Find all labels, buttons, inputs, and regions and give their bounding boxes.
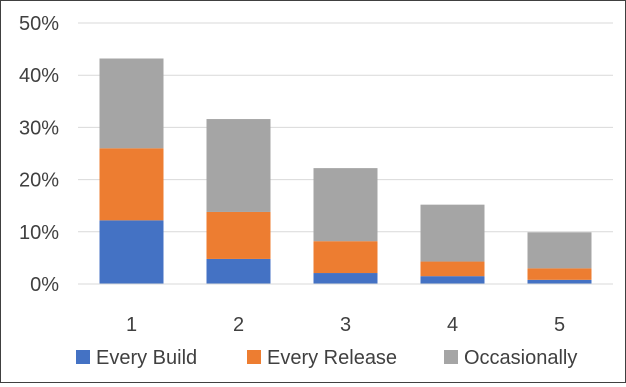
y-tick-label: 30% bbox=[19, 117, 59, 139]
legend-label: Every Release bbox=[267, 347, 397, 369]
bar-segment-occasionally bbox=[99, 58, 164, 149]
bar-segment-occasionally bbox=[527, 232, 592, 269]
y-tick-label: 40% bbox=[19, 65, 59, 87]
bar-segment-every-build bbox=[206, 258, 271, 284]
axes: 0% 10% 20% 30% 40% 50% 1 2 3 4 5 bbox=[19, 13, 613, 336]
y-tick-label: 0% bbox=[30, 274, 59, 296]
bar-segment-every-release bbox=[527, 268, 592, 280]
legend-swatch bbox=[247, 350, 261, 364]
bar-segment-occasionally bbox=[420, 204, 485, 262]
legend: Every Build Every Release Occasionally bbox=[76, 347, 577, 369]
y-tick-label: 10% bbox=[19, 222, 59, 244]
bar-segment-every-build bbox=[99, 220, 164, 284]
legend-item-every-release: Every Release bbox=[247, 347, 397, 369]
bar-segment-every-release bbox=[206, 211, 271, 259]
legend-swatch bbox=[444, 350, 458, 364]
legend-swatch bbox=[76, 350, 90, 364]
bars bbox=[99, 58, 592, 284]
bar-segment-occasionally bbox=[206, 119, 271, 212]
bar-segment-every-build bbox=[420, 276, 485, 284]
bar-segment-occasionally bbox=[313, 168, 378, 242]
bar-segment-every-release bbox=[313, 241, 378, 274]
x-tick-label: 4 bbox=[447, 314, 458, 336]
legend-label: Every Build bbox=[96, 347, 197, 369]
x-tick-label: 1 bbox=[126, 314, 137, 336]
bar-segment-every-build bbox=[527, 279, 592, 284]
bar-segment-every-release bbox=[420, 261, 485, 277]
x-tick-label: 2 bbox=[233, 314, 244, 336]
bar-segment-every-release bbox=[99, 148, 164, 221]
legend-item-occasionally: Occasionally bbox=[444, 347, 577, 369]
x-tick-label: 3 bbox=[340, 314, 351, 336]
legend-item-every-build: Every Build bbox=[76, 347, 197, 369]
bar-segment-every-build bbox=[313, 273, 378, 284]
legend-label: Occasionally bbox=[464, 347, 577, 369]
y-tick-label: 50% bbox=[19, 13, 59, 35]
y-tick-label: 20% bbox=[19, 170, 59, 192]
gridlines bbox=[78, 22, 613, 233]
x-tick-label: 5 bbox=[554, 314, 565, 336]
